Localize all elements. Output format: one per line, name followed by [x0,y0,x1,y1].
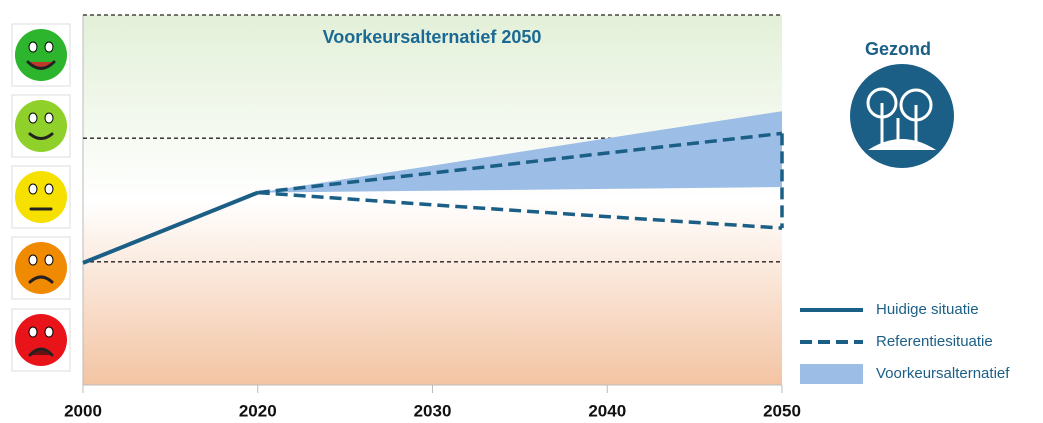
x-tick-label: 2030 [414,401,452,420]
badge-label: Gezond [865,39,931,59]
line [82,190,259,265]
legend-label: Referentiesituatie [876,333,993,350]
face-neutral [15,171,67,223]
face-very-good [15,29,67,81]
x-tick-label: 2050 [763,401,801,420]
legend-label: Voorkeursalternatief [876,365,1010,382]
reference-line [257,131,783,195]
x-tick-label: 2000 [64,401,102,420]
range-area [257,111,782,193]
face-bad [15,242,67,294]
face-good [15,100,67,152]
chart-title: Voorkeursalternatief 2050 [323,27,542,47]
x-tick-label: 2020 [239,401,277,420]
face-very-bad [15,314,67,366]
legend-swatch [800,364,863,384]
badge-icon [850,64,954,168]
x-tick-label: 2040 [588,401,626,420]
reference-line [257,190,783,230]
legend-label: Huidige situatie [876,301,979,318]
plot-background [83,15,782,385]
faces [11,23,71,372]
